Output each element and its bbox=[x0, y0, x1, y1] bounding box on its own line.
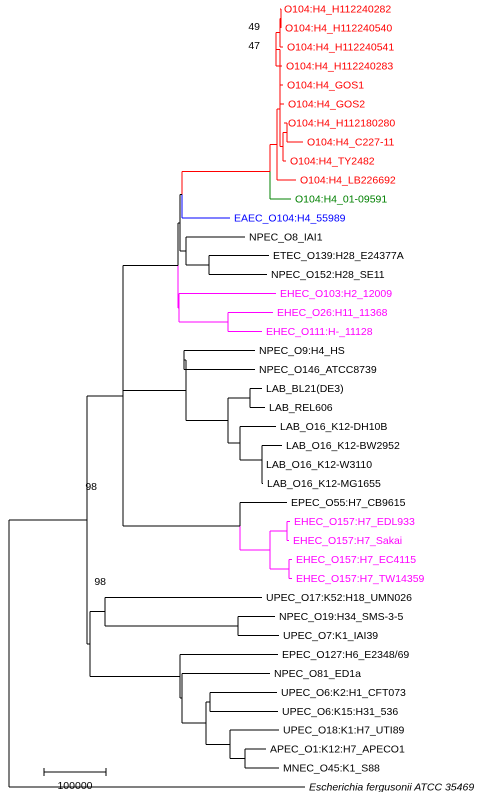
taxon-label: MNEC_O45:K1_S88 bbox=[283, 763, 380, 775]
taxon-label: O104:H4_H112180280 bbox=[288, 117, 395, 129]
taxon-label: EHEC_O157:H7_Sakai bbox=[293, 535, 402, 547]
taxon-label: EAEC_O104:H4_55989 bbox=[234, 212, 346, 224]
taxon-label: EHEC_O157:H7_EDL933 bbox=[294, 516, 415, 528]
taxon-label: APEC_O1:K12:H7_APECO1 bbox=[270, 744, 405, 756]
bootstrap-value: 47 bbox=[248, 40, 260, 52]
taxon-label: O104:H4_C227-11 bbox=[307, 136, 395, 148]
taxon-label: LAB_REL606 bbox=[269, 402, 333, 414]
taxon-label: NPEC_O19:H34_SMS-3-5 bbox=[279, 611, 403, 623]
taxon-label: EHEC_O157:H7_TW14359 bbox=[296, 573, 425, 585]
bootstrap-values: 49 47 98 98 bbox=[85, 21, 260, 588]
scale-bar-label: 100000 bbox=[57, 780, 92, 792]
taxon-labels: O104:H4_H112240282 O104:H4_H112240540 O104… bbox=[234, 4, 474, 792]
taxon-label: O104:H4_GOS1 bbox=[287, 79, 364, 91]
taxon-label: LAB_O16_K12-MG1655 bbox=[267, 478, 381, 490]
taxon-label: Escherichia fergusonii ATCC 35469 bbox=[309, 782, 474, 792]
taxon-label: EHEC_O103:H2_12009 bbox=[280, 288, 392, 300]
taxon-label: LAB_O16_K12-W3110 bbox=[266, 459, 372, 471]
taxon-label: EPEC_O127:H6_E2348/69 bbox=[282, 649, 409, 661]
tree-branches bbox=[8, 8, 305, 788]
taxon-label: EPEC_O55:H7_CB9615 bbox=[291, 497, 406, 509]
taxon-label: NPEC_O81_ED1a bbox=[274, 668, 361, 680]
taxon-label: LAB_O16_K12-DH10B bbox=[280, 421, 387, 433]
taxon-label: EHEC_O26:H11_11368 bbox=[277, 307, 388, 319]
taxon-label: LAB_BL21(DE3) bbox=[266, 383, 344, 395]
taxon-label: O104:H4_LB226692 bbox=[300, 174, 396, 186]
bootstrap-value: 49 bbox=[248, 21, 260, 33]
taxon-label: O104:H4_H112240540 bbox=[285, 22, 392, 34]
taxon-label: NPEC_O146_ATCC8739 bbox=[259, 364, 377, 376]
taxon-label: EHEC_O111:H-_11128 bbox=[266, 326, 373, 338]
taxon-label: O104:H4_TY2482 bbox=[290, 155, 375, 167]
taxon-label: UPEC_O7:K1_IAI39 bbox=[283, 630, 378, 642]
taxon-label: UPEC_O17:K52:H18_UMN026 bbox=[266, 592, 412, 604]
taxon-label: UPEC_O6:K15:H31_536 bbox=[282, 706, 398, 718]
taxon-label: EHEC_O157:H7_EC4115 bbox=[296, 554, 416, 566]
taxon-label: NPEC_O152:H28_SE11 bbox=[271, 269, 385, 281]
taxon-label: O104:H4_H112240282 bbox=[284, 4, 391, 16]
taxon-label: LAB_O16_K12-BW2952 bbox=[286, 440, 400, 452]
taxon-label: O104:H4_GOS2 bbox=[288, 98, 365, 110]
taxon-label: O104:H4_H112240541 bbox=[287, 41, 394, 53]
scale-bar: 100000 bbox=[43, 768, 107, 792]
taxon-label: UPEC_O18:K1:H7_UTI89 bbox=[283, 725, 405, 737]
taxon-label: NPEC_O9:H4_HS bbox=[259, 345, 345, 357]
taxon-label: NPEC_O8_IAI1 bbox=[249, 231, 323, 243]
taxon-label: ETEC_O139:H28_E24377A bbox=[273, 250, 404, 262]
taxon-label: O104:H4_01-09591 bbox=[295, 193, 387, 205]
bootstrap-value: 98 bbox=[85, 481, 97, 493]
taxon-label: UPEC_O6:K2:H1_CFT073 bbox=[281, 687, 406, 699]
taxon-label: O104:H4_H112240283 bbox=[286, 60, 393, 72]
bootstrap-value: 98 bbox=[94, 576, 106, 588]
